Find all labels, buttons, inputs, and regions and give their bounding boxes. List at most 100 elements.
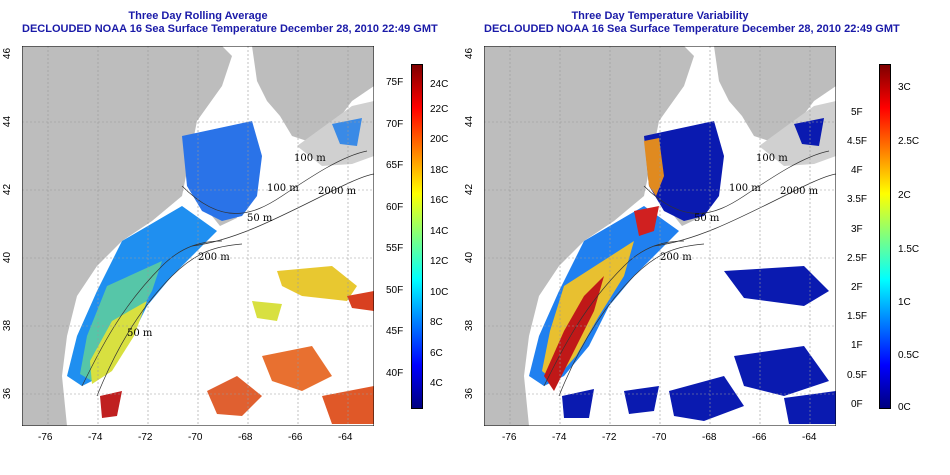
right-cb-f-6: 2F: [851, 282, 863, 293]
left-sst-offshore-4: [262, 346, 332, 391]
left-ytick-0: 36: [2, 387, 14, 400]
left-xtick-5: -66: [288, 432, 303, 443]
right-contour-1: [643, 150, 830, 214]
right-contour-label-3: 100 m: [729, 183, 761, 194]
right-cb-c-4: 1C: [898, 297, 911, 308]
left-title-1: Three Day Rolling Average: [128, 10, 268, 22]
right-xtick-5: -66: [752, 432, 767, 443]
left-cb-c-3: 18C: [430, 165, 449, 176]
right-grid: [484, 46, 836, 426]
right-var-off-1: [724, 266, 829, 306]
left-cb-c-2: 20C: [430, 134, 449, 145]
left-cb-c-7: 10C: [430, 287, 449, 298]
right-xtick-2: -72: [602, 432, 617, 443]
left-cb-c-4: 16C: [430, 195, 449, 206]
left-cb-c-9: 6C: [430, 348, 443, 359]
left-cb-f-3: 60F: [386, 202, 404, 213]
left-ytick-5: 46: [2, 47, 14, 60]
right-cb-c-5: 0.5C: [898, 350, 920, 361]
left-cb-f-0: 75F: [386, 77, 404, 88]
right-map: 100 m 2000 m 100 m 200 m 50 m: [484, 46, 836, 426]
left-title-2: DECLOUDED NOAA 16 Sea Surface Temperatur…: [22, 23, 438, 35]
right-ytick-1: 38: [464, 319, 476, 332]
left-xtick-2: -72: [138, 432, 153, 443]
left-sst-offshore-1: [277, 266, 357, 301]
right-var-shelf-hot: [544, 276, 604, 391]
right-cb-c-2: 2C: [898, 190, 911, 201]
right-land-ns: [759, 101, 836, 166]
right-land-us: [484, 46, 694, 426]
left-grid: [22, 46, 374, 426]
left-xtick-0: -76: [38, 432, 53, 443]
left-land-canada: [252, 46, 374, 141]
left-cb-c-8: 8C: [430, 317, 443, 328]
right-contour-label-2: 2000 m: [780, 186, 819, 197]
left-contour-label-3: 100 m: [267, 183, 299, 194]
right-var-off-3: [734, 346, 829, 396]
left-xtick-6: -64: [338, 432, 353, 443]
left-land-ns: [297, 101, 374, 166]
left-contour-label-6: 50 m: [247, 213, 273, 224]
left-colorbar: [411, 64, 423, 409]
left-contour-1: [181, 150, 368, 214]
left-ytick-2: 40: [2, 251, 14, 264]
right-ytick-4: 44: [464, 115, 476, 128]
right-contour-label-4: 200 m: [660, 252, 692, 263]
right-cb-f-10: 0F: [851, 399, 863, 410]
right-land-canada: [714, 46, 836, 141]
right-title-1: Three Day Temperature Variability: [571, 10, 749, 22]
right-cb-f-1: 4.5F: [847, 136, 868, 147]
left-cb-c-6: 12C: [430, 256, 449, 267]
right-contour-label-5: 50 m: [694, 213, 720, 224]
left-sst-offshore-6: [100, 391, 122, 418]
right-cb-c-6: 0C: [898, 402, 911, 413]
left-contour-4: [96, 243, 243, 397]
left-land-us: [22, 46, 232, 426]
right-var-off-6: [624, 386, 659, 414]
right-cb-f-4: 3F: [851, 224, 863, 235]
right-xtick-1: -74: [552, 432, 567, 443]
left-cb-f-1: 70F: [386, 119, 404, 130]
left-ytick-4: 44: [2, 115, 14, 128]
right-ytick-0: 36: [464, 387, 476, 400]
left-xtick-1: -74: [88, 432, 103, 443]
right-ytick-5: 46: [464, 47, 476, 60]
right-var-off-2: [669, 376, 744, 421]
right-cb-f-2: 4F: [851, 165, 863, 176]
left-cb-f-4: 55F: [386, 243, 404, 254]
right-cb-f-7: 1.5F: [847, 311, 868, 322]
left-map: 100 m 2000 m 100 m 200 m 50 m 50 m: [22, 46, 374, 426]
right-cb-f-8: 1F: [851, 340, 863, 351]
right-contour-label-1: 100 m: [756, 153, 788, 164]
left-xtick-4: -68: [238, 432, 253, 443]
left-contour-label-4: 200 m: [198, 252, 230, 263]
right-xtick-6: -64: [802, 432, 817, 443]
right-cb-c-3: 1.5C: [898, 244, 920, 255]
right-var-gom-edge: [644, 138, 664, 196]
right-xtick-4: -68: [702, 432, 717, 443]
right-var-shelf-edge: [634, 206, 659, 236]
left-cb-c-10: 4C: [430, 378, 443, 389]
left-cb-c-5: 14C: [430, 226, 449, 237]
left-xtick-3: -70: [188, 432, 203, 443]
left-sst-ns: [332, 118, 362, 146]
right-xtick-0: -76: [502, 432, 517, 443]
right-cb-f-5: 2.5F: [847, 253, 868, 264]
right-var-gom: [644, 121, 724, 221]
right-contour-2: [653, 173, 836, 247]
right-xtick-3: -70: [652, 432, 667, 443]
left-sst-shelf-warm: [90, 301, 147, 384]
right-var-ns: [794, 118, 824, 146]
left-cb-f-7: 40F: [386, 368, 404, 379]
left-sst-offshore-2: [347, 291, 374, 311]
right-cb-c-1: 2.5C: [898, 136, 920, 147]
right-cb-f-3: 3.5F: [847, 194, 868, 205]
left-cb-f-2: 65F: [386, 160, 404, 171]
right-colorbar: [879, 64, 891, 409]
left-cb-f-5: 50F: [386, 285, 404, 296]
right-cb-c-0: 3C: [898, 82, 911, 93]
right-cb-f-9: 0.5F: [847, 370, 868, 381]
left-sst-offshore-5: [322, 386, 374, 424]
left-cb-c-0: 24C: [430, 79, 449, 90]
left-ytick-1: 38: [2, 319, 14, 332]
